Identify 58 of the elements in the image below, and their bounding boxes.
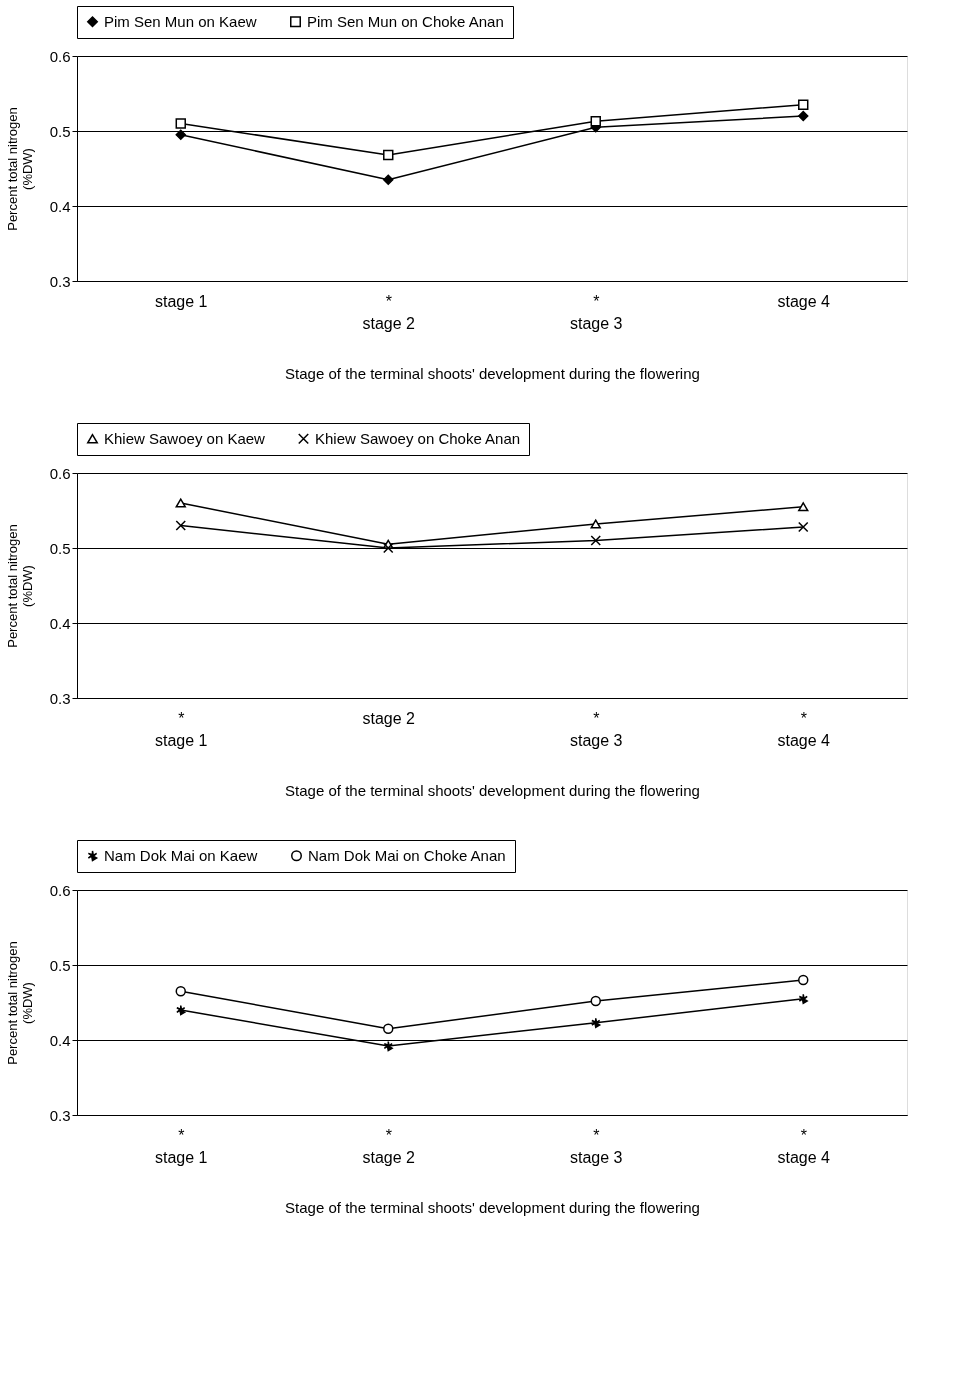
point <box>590 535 601 546</box>
point <box>798 993 808 1004</box>
point <box>175 118 186 129</box>
x-tick-label: * stage 2 <box>362 292 416 332</box>
point <box>798 99 809 110</box>
y-tick-label: 0.3 <box>49 689 71 707</box>
point <box>798 521 809 533</box>
point <box>591 1017 601 1028</box>
x-tick-label: * stage 1 <box>155 1126 208 1166</box>
x-tick-label: * stage 3 <box>570 709 623 749</box>
x-tick-label: * stage 3 <box>570 1126 623 1166</box>
legend-label: Pim Sen Mun on Kaew <box>104 12 257 30</box>
point <box>175 498 186 508</box>
legend-label: Pim Sen Mun on Choke Anan <box>307 12 504 30</box>
y-axis-title: Percent total nitrogen (%DW) <box>4 107 35 231</box>
x-tick-label: stage 1 <box>155 292 208 310</box>
point <box>798 502 809 512</box>
x-tick-label: * stage 4 <box>777 709 831 749</box>
x-axis-title: Stage of the terminal shoots' development during the flowering <box>285 1198 700 1216</box>
y-tick-label: 0.4 <box>49 1031 71 1049</box>
y-tick-label: 0.4 <box>49 614 71 632</box>
point <box>590 116 601 127</box>
point <box>590 519 601 529</box>
point <box>798 110 809 122</box>
y-tick-label: 0.6 <box>49 464 71 482</box>
y-tick-label: 0.5 <box>49 956 71 974</box>
y-tick-label: 0.6 <box>49 47 71 65</box>
point <box>175 986 186 997</box>
point <box>175 520 186 531</box>
point <box>383 1040 393 1052</box>
x-tick-label: * stage 1 <box>155 709 208 749</box>
y-tick-label: 0.5 <box>49 122 71 140</box>
x-tick-label: stage 2 <box>362 709 416 727</box>
y-axis-title: Percent total nitrogen (%DW) <box>4 524 35 648</box>
y-tick-label: 0.3 <box>49 272 71 290</box>
point <box>383 174 394 185</box>
legend-label: Nam Dok Mai on Kaew <box>104 846 258 864</box>
legend-label: Nam Dok Mai on Choke Anan <box>308 846 506 864</box>
legend-label: Khiew Sawoey on Kaew <box>104 429 266 447</box>
point <box>590 995 601 1007</box>
point <box>175 129 186 140</box>
x-tick-label: stage 4 <box>777 292 831 310</box>
x-tick-label: * stage 4 <box>777 1126 831 1166</box>
y-tick-label: 0.6 <box>49 881 71 899</box>
x-axis-title: Stage of the terminal shoots' development during the flowering <box>285 781 700 799</box>
y-tick-label: 0.5 <box>49 539 71 557</box>
point <box>798 974 809 986</box>
point <box>383 149 394 161</box>
x-axis-title: Stage of the terminal shoots' development during the flowering <box>285 364 700 382</box>
x-tick-label: * stage 2 <box>362 1126 416 1166</box>
y-tick-label: 0.3 <box>49 1106 71 1124</box>
y-tick-label: 0.4 <box>49 197 71 215</box>
x-tick-label: * stage 3 <box>570 292 623 332</box>
point <box>383 542 394 554</box>
point <box>176 1004 186 1016</box>
legend-label: Khiew Sawoey on Choke Anan <box>315 429 521 447</box>
point <box>383 1023 394 1034</box>
y-axis-title: Percent total nitrogen (%DW) <box>4 941 35 1065</box>
